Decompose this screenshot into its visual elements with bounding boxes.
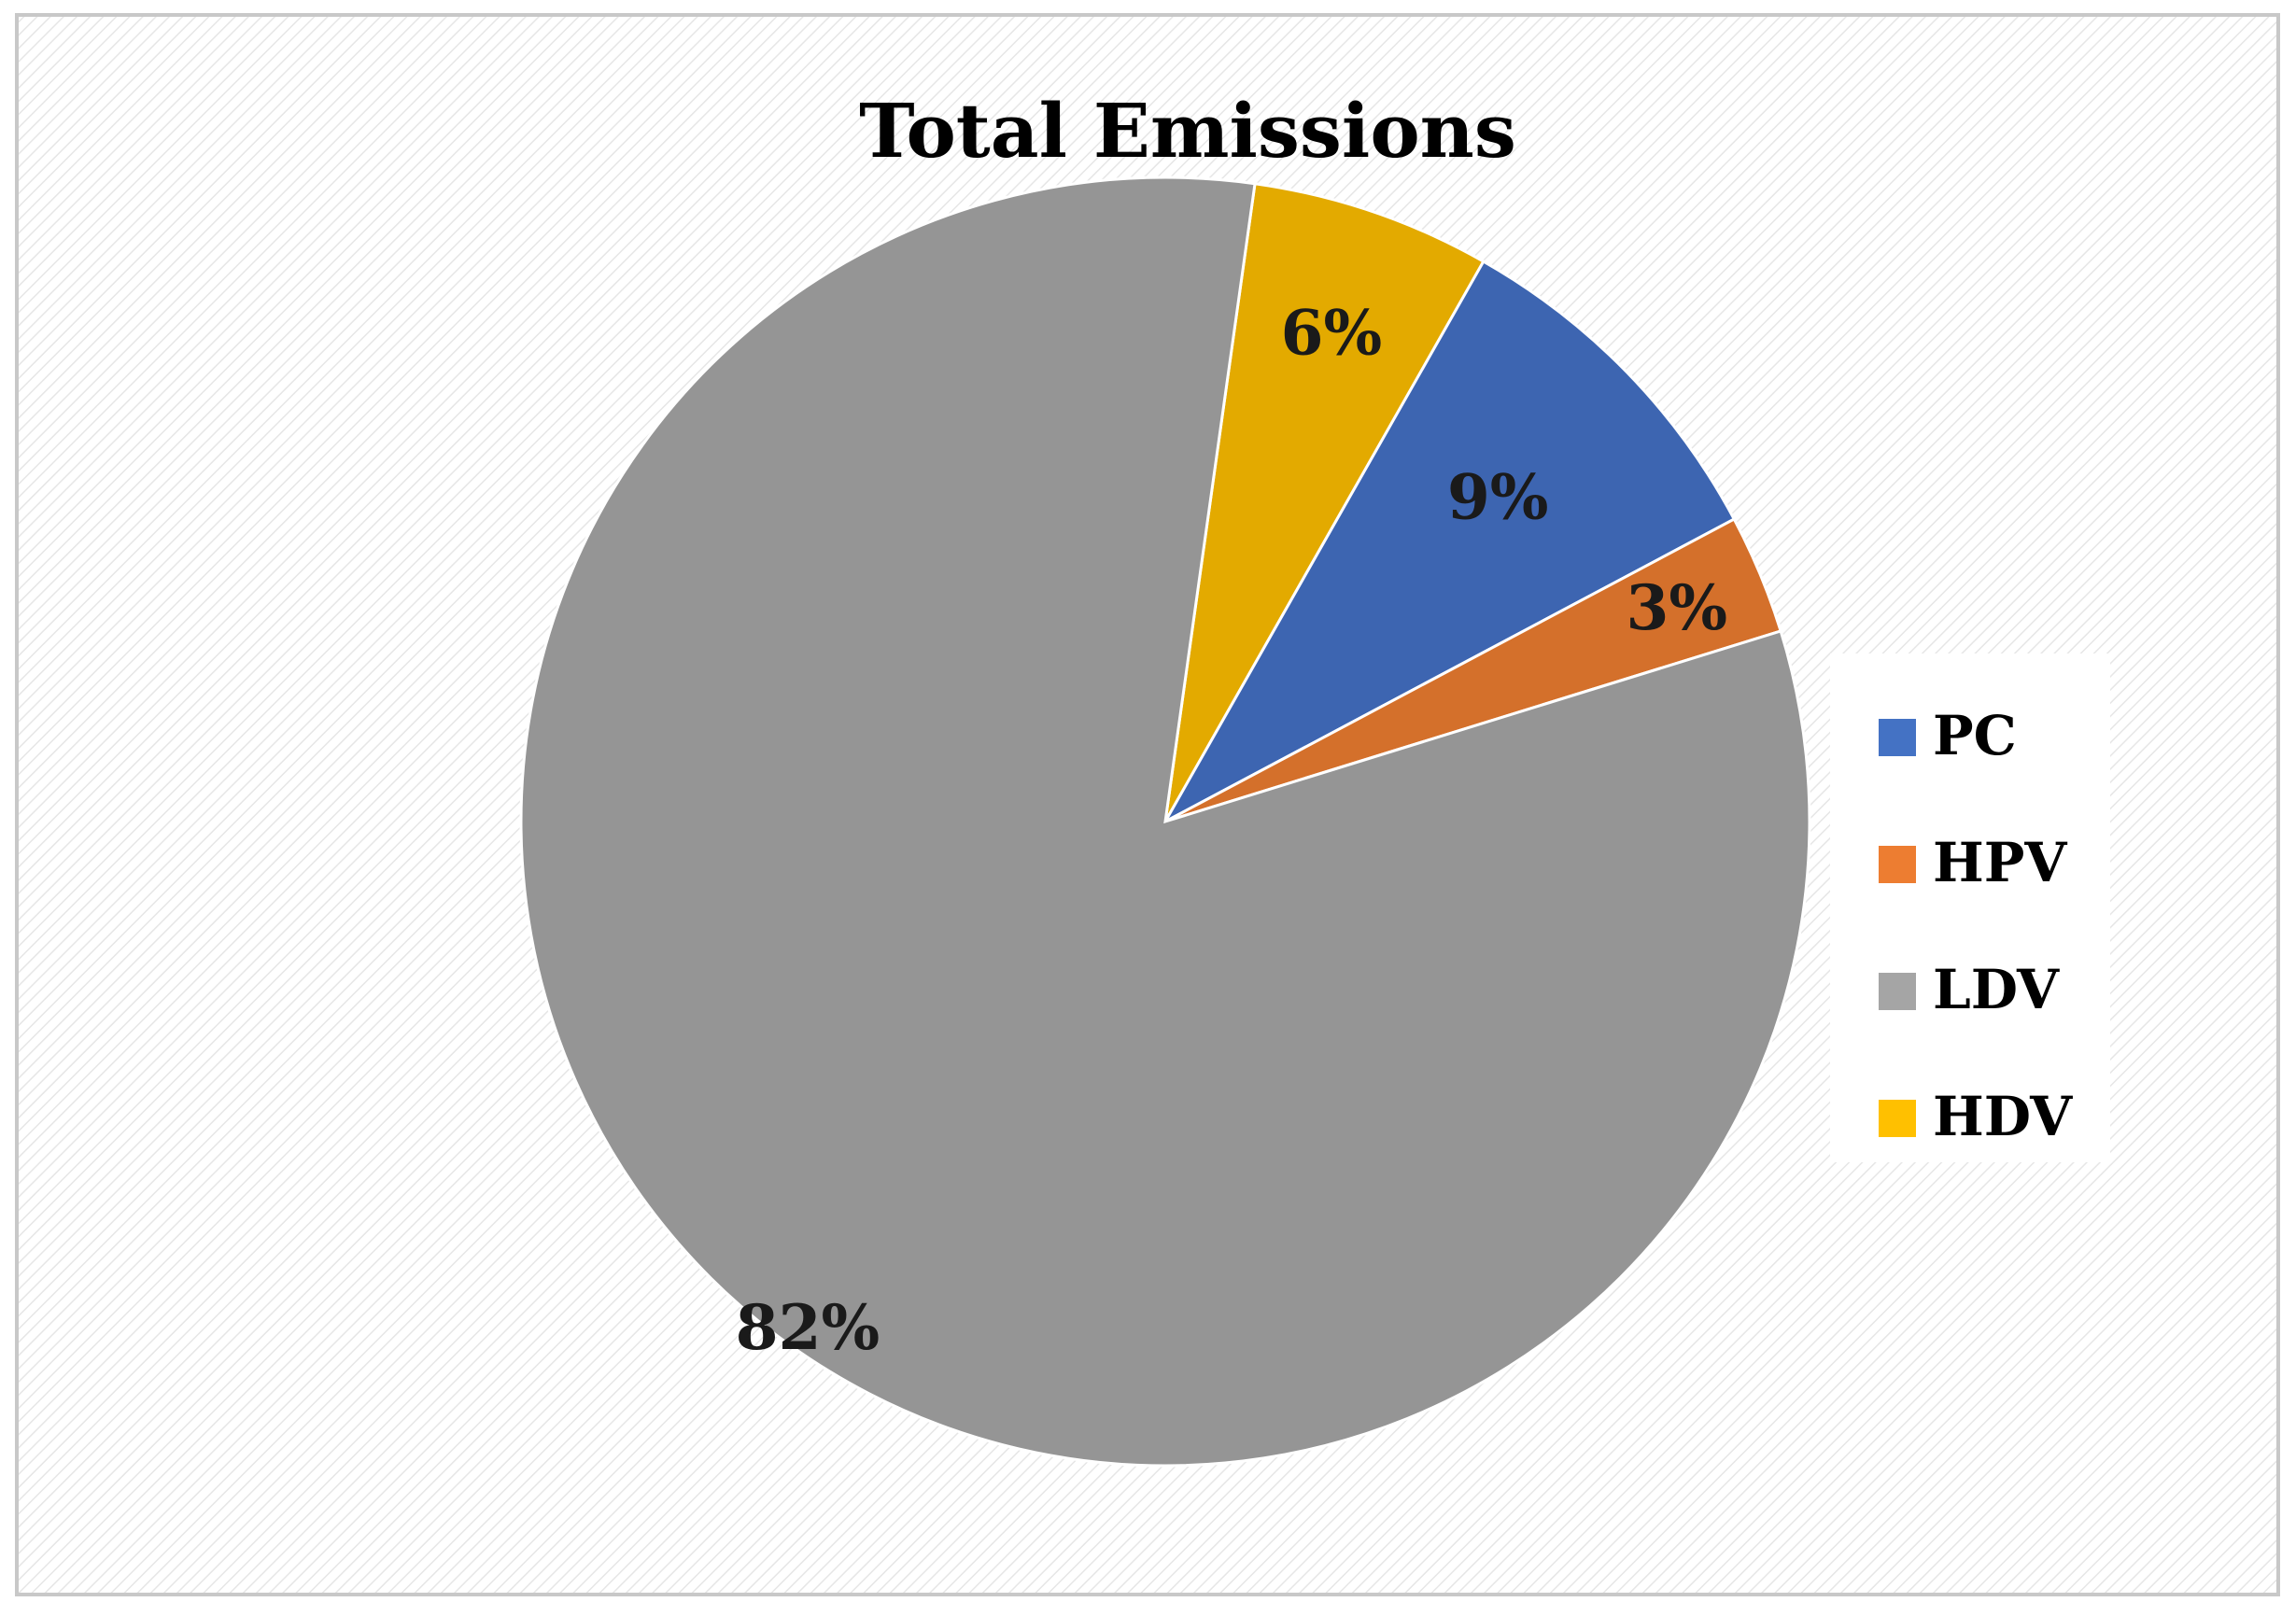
data-label-ldv: 82% [736,1291,880,1364]
pie-slice-pc [1162,260,1737,825]
data-label-pc: 9% [1447,461,1549,534]
legend-swatch-hdv [1879,1100,1916,1137]
chart-title: Total Emissions [859,87,1516,175]
pie-slices [519,176,1811,1468]
legend-swatch-ldv [1879,973,1916,1010]
pie-data-labels: 6% 9% 3% 82% [736,296,1727,1363]
legend-label-hdv: HDV [1933,1085,2073,1148]
pie-slice-hdv [1163,182,1486,822]
legend: PC HPV LDV HDV [1830,653,2110,1162]
legend-swatch-pc [1879,719,1916,756]
data-label-hpv: 3% [1627,571,1728,644]
pie-slice-ldv [519,176,1811,1468]
legend-label-hpv: HPV [1933,831,2067,894]
legend-label-ldv: LDV [1933,958,2060,1021]
legend-label-pc: PC [1933,704,2017,767]
legend-swatch-hpv [1879,846,1916,883]
legend-box [1830,653,2110,1162]
data-label-hdv: 6% [1281,296,1383,369]
